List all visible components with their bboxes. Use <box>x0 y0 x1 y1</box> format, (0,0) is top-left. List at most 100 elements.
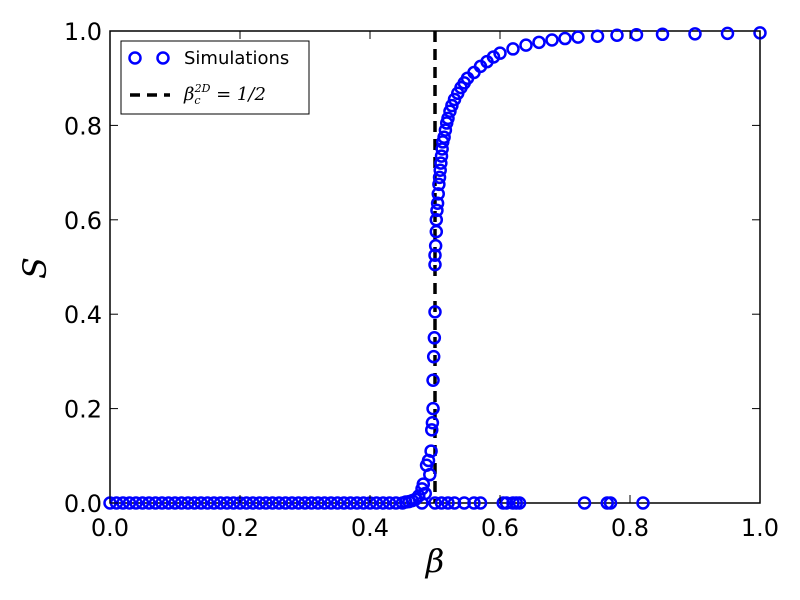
simulation-point <box>437 130 451 144</box>
legend-marker-circle-2 <box>156 51 170 65</box>
simulation-point <box>425 416 440 430</box>
simulation-point <box>252 496 267 510</box>
simulation-point <box>434 496 449 510</box>
y-axis-label: S <box>16 257 54 279</box>
simulation-point <box>382 496 397 510</box>
y-tick-label: 1.0 <box>64 18 102 46</box>
simulation-point <box>428 248 442 262</box>
simulation-point <box>636 496 650 510</box>
x-tick-label: 0.6 <box>481 514 519 542</box>
x-tick-label: 0.4 <box>351 514 389 542</box>
simulation-point <box>343 496 358 510</box>
x-axis-ticks: 0.0 0.2 0.4 0.6 0.8 1.0 <box>91 31 779 542</box>
y-axis-ticks: 0.0 0.2 0.4 0.6 0.8 1.0 <box>64 18 760 518</box>
simulation-point <box>129 496 143 510</box>
simulation-point <box>330 496 345 510</box>
simulation-point <box>226 496 241 510</box>
simulation-point <box>431 187 445 201</box>
simulation-point <box>356 496 371 510</box>
legend: Simulations βc2D = 1/2 <box>120 40 310 115</box>
legend-simulations-label: Simulations <box>184 48 289 69</box>
simulation-point <box>259 496 273 510</box>
simulation-point <box>655 27 670 42</box>
simulation-point <box>194 496 208 510</box>
plot-area <box>103 26 767 510</box>
legend-marker-circle-1 <box>128 51 142 65</box>
simulation-point <box>200 496 215 510</box>
x-tick-label: 0.0 <box>91 514 129 542</box>
simulation-point <box>207 496 221 510</box>
simulation-point <box>429 213 444 227</box>
simulation-point <box>441 496 455 510</box>
simulation-point <box>438 123 453 137</box>
simulation-point <box>304 496 319 510</box>
simulation-point <box>161 496 176 510</box>
simulation-point <box>493 46 507 60</box>
simulation-point <box>445 98 459 113</box>
simulation-point <box>427 331 442 345</box>
simulation-point <box>246 496 260 510</box>
simulation-point <box>430 203 444 218</box>
simulation-point <box>298 496 312 510</box>
simulation-point <box>369 496 384 510</box>
simulation-point <box>590 29 605 43</box>
simulation-point <box>272 496 286 510</box>
simulation-point <box>425 423 439 437</box>
simulation-point <box>430 196 445 211</box>
simulation-point <box>135 496 150 510</box>
simulation-point <box>142 496 156 510</box>
x-tick-label: 1.0 <box>741 514 779 542</box>
simulation-point <box>415 496 429 510</box>
simulation-point <box>265 496 280 510</box>
y-tick-label: 0.0 <box>64 490 102 518</box>
simulation-point <box>428 257 442 272</box>
simulation-point <box>424 444 438 458</box>
simulation-point <box>428 496 442 510</box>
simulation-point <box>506 42 520 56</box>
simulation-point <box>603 496 618 510</box>
simulation-point <box>239 496 254 510</box>
simulation-point <box>720 26 735 41</box>
y-tick-label: 0.4 <box>64 301 102 329</box>
simulation-point <box>278 496 293 510</box>
simulation-points <box>103 26 767 510</box>
simulation-point <box>220 496 234 510</box>
simulation-point <box>558 31 572 46</box>
y-tick-label: 0.8 <box>64 112 102 140</box>
simulation-point <box>181 496 195 510</box>
simulation-point <box>426 401 440 416</box>
simulation-point <box>532 35 546 50</box>
simulation-point <box>412 489 426 503</box>
simulation-point <box>577 496 592 510</box>
simulation-point <box>122 496 137 510</box>
simulation-point <box>337 496 351 510</box>
simulation-point <box>688 27 702 41</box>
simulation-point <box>441 111 455 126</box>
simulation-point <box>426 349 441 364</box>
simulation-point <box>213 496 228 510</box>
simulation-point <box>155 496 169 510</box>
legend-box <box>120 40 310 115</box>
simulation-point <box>168 496 182 510</box>
simulation-point <box>434 149 449 163</box>
simulation-point <box>428 305 442 319</box>
simulation-point <box>311 496 325 510</box>
simulation-point <box>519 38 533 52</box>
simulation-point <box>174 496 189 510</box>
simulation-point <box>423 467 437 482</box>
y-tick-label: 0.2 <box>64 396 102 424</box>
simulation-point <box>432 170 447 185</box>
x-tick-label: 0.8 <box>611 514 649 542</box>
simulation-point <box>428 239 443 253</box>
simulation-point <box>610 28 624 42</box>
simulation-point <box>512 496 527 510</box>
y-tick-label: 0.6 <box>64 207 102 235</box>
simulation-point <box>545 33 559 47</box>
simulation-point <box>434 156 448 170</box>
simulation-point <box>324 496 338 510</box>
simulation-point <box>317 496 332 510</box>
simulation-point <box>291 496 306 510</box>
simulation-point <box>571 30 585 44</box>
simulation-point <box>187 496 202 510</box>
